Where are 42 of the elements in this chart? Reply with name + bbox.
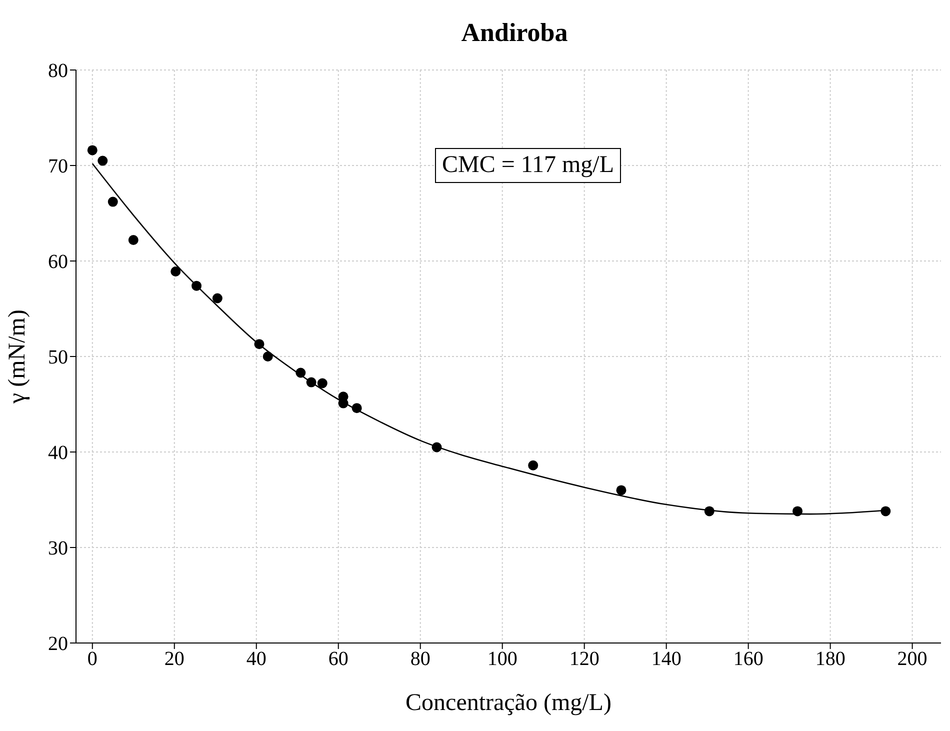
x-tick-label: 100 [487,648,518,670]
point [98,156,108,166]
point [528,460,538,470]
y-axis-title: γ (mN/m) [4,310,31,404]
point [306,377,316,388]
point [704,506,714,516]
point [352,403,362,414]
point [296,368,306,378]
point [108,196,118,207]
point [432,442,442,452]
y-tick-label: 70 [48,156,68,178]
point [87,145,98,156]
point [170,266,181,277]
point [128,234,138,245]
y-tick-label: 60 [48,251,68,274]
x-tick-label: 40 [246,648,266,670]
point [262,352,273,362]
x-tick-label: 160 [733,648,764,670]
point [254,339,264,350]
x-tick-label: 80 [410,648,430,670]
point [792,506,803,516]
point [317,378,328,388]
x-tick-label: 180 [815,648,846,670]
point [212,293,222,304]
chart-title: Andiroba [460,18,569,48]
x-tick-label: 120 [569,648,600,670]
annotation: CMC = 117 mg/L [435,148,621,183]
x-axis-title: Concentração (mg/L) [406,690,612,716]
y-tick-label: 80 [48,60,68,82]
point [880,506,891,516]
point [338,398,348,408]
x-tick-label: 140 [651,648,682,670]
x-tick-label: 60 [328,648,348,670]
x-tick-label: 20 [164,648,184,670]
y-tick-label: 50 [48,346,68,369]
x-tick-label: 0 [87,648,98,670]
y-tick-label: 20 [48,633,68,656]
x-tick-label: 200 [897,648,928,670]
y-tick-label: 40 [48,442,68,464]
point [192,280,202,291]
point [616,485,626,496]
y-tick-label: 30 [48,538,68,560]
